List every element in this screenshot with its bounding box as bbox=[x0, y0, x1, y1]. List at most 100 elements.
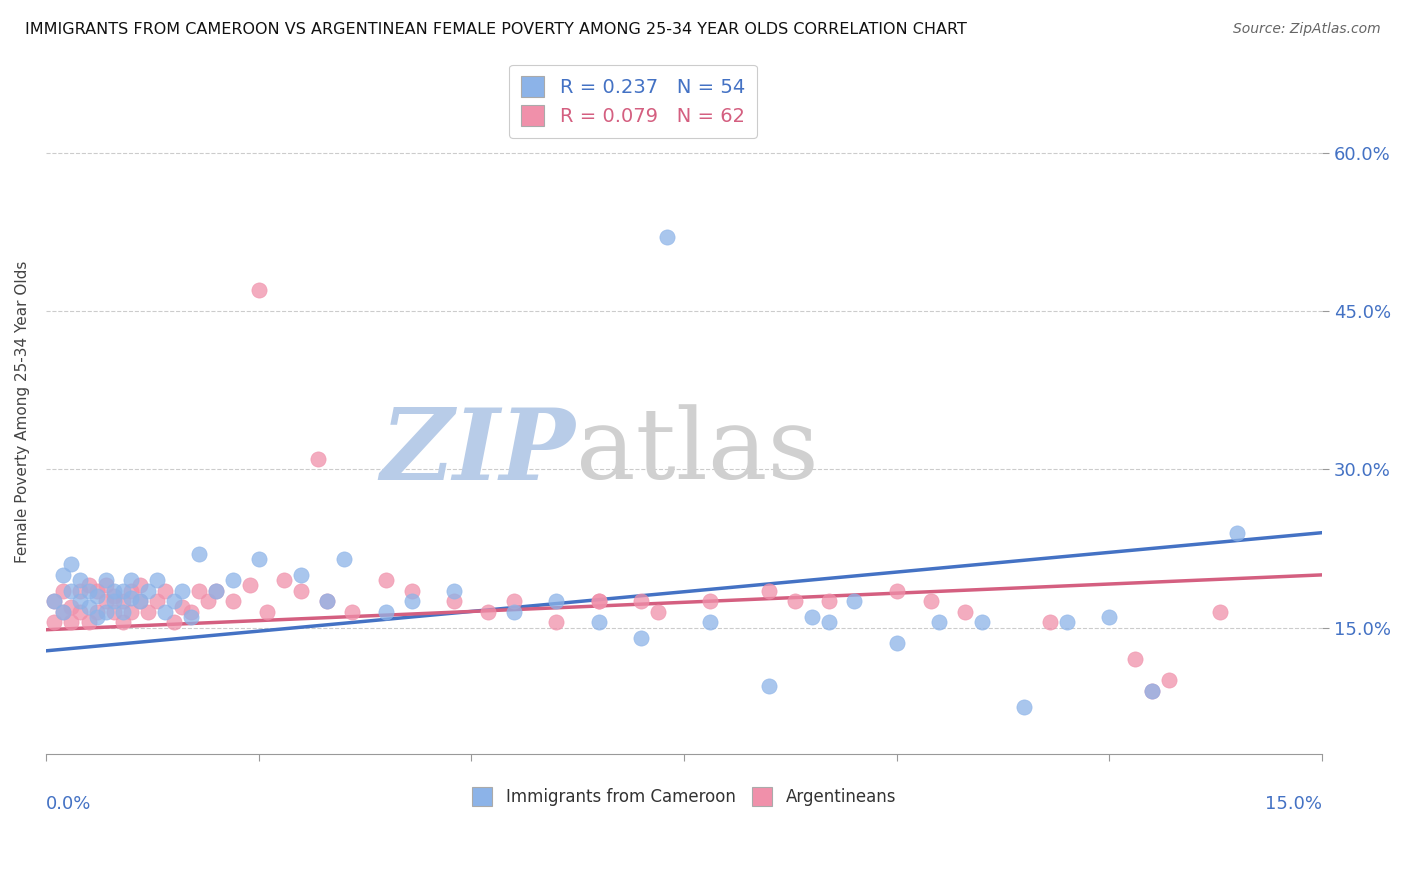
Point bbox=[1140, 684, 1163, 698]
Point bbox=[502, 594, 524, 608]
Point bbox=[120, 573, 142, 587]
Point bbox=[401, 594, 423, 608]
Point bbox=[222, 573, 245, 587]
Point bbox=[188, 547, 211, 561]
Point bbox=[103, 594, 125, 608]
Point bbox=[128, 594, 150, 608]
Point bbox=[239, 578, 262, 592]
Point bbox=[94, 573, 117, 587]
Point bbox=[111, 605, 134, 619]
Point bbox=[205, 583, 228, 598]
Point bbox=[52, 567, 75, 582]
Point bbox=[342, 605, 364, 619]
Point bbox=[817, 615, 839, 630]
Point bbox=[94, 605, 117, 619]
Point bbox=[94, 578, 117, 592]
Point bbox=[1098, 610, 1121, 624]
Point bbox=[630, 594, 652, 608]
Point bbox=[69, 605, 91, 619]
Point bbox=[247, 283, 270, 297]
Point bbox=[477, 605, 499, 619]
Point bbox=[443, 583, 465, 598]
Point bbox=[172, 599, 194, 614]
Point bbox=[111, 615, 134, 630]
Point bbox=[69, 594, 91, 608]
Point bbox=[630, 631, 652, 645]
Point bbox=[256, 605, 278, 619]
Point bbox=[128, 594, 150, 608]
Point bbox=[758, 679, 780, 693]
Point bbox=[1056, 615, 1078, 630]
Point bbox=[153, 605, 176, 619]
Point bbox=[1157, 673, 1180, 688]
Point bbox=[502, 605, 524, 619]
Point bbox=[86, 589, 108, 603]
Point bbox=[172, 583, 194, 598]
Point bbox=[920, 594, 942, 608]
Point bbox=[86, 605, 108, 619]
Point bbox=[60, 558, 83, 572]
Point bbox=[205, 583, 228, 598]
Point bbox=[120, 591, 142, 605]
Point bbox=[273, 573, 295, 587]
Point bbox=[77, 578, 100, 592]
Point bbox=[60, 599, 83, 614]
Point bbox=[758, 583, 780, 598]
Point bbox=[247, 552, 270, 566]
Point bbox=[120, 605, 142, 619]
Point bbox=[817, 594, 839, 608]
Point bbox=[44, 594, 66, 608]
Point bbox=[546, 615, 568, 630]
Point bbox=[928, 615, 950, 630]
Legend: Immigrants from Cameroon, Argentineans: Immigrants from Cameroon, Argentineans bbox=[464, 779, 904, 814]
Point bbox=[136, 583, 159, 598]
Point bbox=[77, 615, 100, 630]
Point bbox=[401, 583, 423, 598]
Point bbox=[844, 594, 866, 608]
Point bbox=[111, 583, 134, 598]
Point bbox=[188, 583, 211, 598]
Point bbox=[1039, 615, 1062, 630]
Point bbox=[443, 594, 465, 608]
Point bbox=[953, 605, 976, 619]
Point bbox=[970, 615, 993, 630]
Point bbox=[1226, 525, 1249, 540]
Point bbox=[332, 552, 354, 566]
Point bbox=[699, 594, 721, 608]
Point bbox=[153, 583, 176, 598]
Y-axis label: Female Poverty Among 25-34 Year Olds: Female Poverty Among 25-34 Year Olds bbox=[15, 260, 30, 563]
Point bbox=[180, 605, 202, 619]
Point bbox=[1140, 684, 1163, 698]
Point bbox=[290, 567, 312, 582]
Point bbox=[1123, 652, 1146, 666]
Point bbox=[886, 636, 908, 650]
Point bbox=[307, 451, 329, 466]
Point bbox=[44, 615, 66, 630]
Point bbox=[546, 594, 568, 608]
Point bbox=[162, 594, 184, 608]
Point bbox=[77, 599, 100, 614]
Point bbox=[783, 594, 806, 608]
Point bbox=[180, 610, 202, 624]
Text: atlas: atlas bbox=[575, 405, 818, 500]
Point bbox=[103, 605, 125, 619]
Point bbox=[60, 615, 83, 630]
Point bbox=[145, 594, 167, 608]
Point bbox=[103, 589, 125, 603]
Point bbox=[655, 230, 678, 244]
Point bbox=[290, 583, 312, 598]
Point bbox=[128, 578, 150, 592]
Point bbox=[86, 610, 108, 624]
Point bbox=[800, 610, 823, 624]
Point bbox=[699, 615, 721, 630]
Point bbox=[1014, 699, 1036, 714]
Text: Source: ZipAtlas.com: Source: ZipAtlas.com bbox=[1233, 22, 1381, 37]
Text: 0.0%: 0.0% bbox=[46, 796, 91, 814]
Text: IMMIGRANTS FROM CAMEROON VS ARGENTINEAN FEMALE POVERTY AMONG 25-34 YEAR OLDS COR: IMMIGRANTS FROM CAMEROON VS ARGENTINEAN … bbox=[25, 22, 967, 37]
Point bbox=[69, 573, 91, 587]
Point bbox=[197, 594, 219, 608]
Point bbox=[120, 583, 142, 598]
Point bbox=[136, 605, 159, 619]
Point bbox=[886, 583, 908, 598]
Point bbox=[52, 605, 75, 619]
